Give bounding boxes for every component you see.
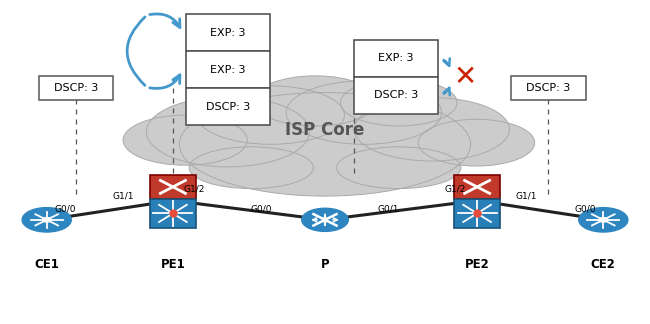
FancyBboxPatch shape bbox=[354, 77, 438, 114]
Text: G0/0: G0/0 bbox=[574, 204, 595, 213]
Text: DSCP: 3: DSCP: 3 bbox=[54, 83, 98, 93]
Text: PE2: PE2 bbox=[465, 258, 489, 272]
Text: G0/1: G0/1 bbox=[378, 204, 400, 213]
Ellipse shape bbox=[253, 76, 378, 126]
Ellipse shape bbox=[179, 93, 471, 196]
Circle shape bbox=[42, 218, 51, 222]
Ellipse shape bbox=[418, 119, 535, 166]
Text: CE1: CE1 bbox=[34, 258, 59, 272]
FancyBboxPatch shape bbox=[38, 76, 113, 100]
Text: EXP: 3: EXP: 3 bbox=[210, 65, 246, 75]
FancyBboxPatch shape bbox=[186, 14, 270, 51]
Ellipse shape bbox=[197, 86, 344, 144]
FancyBboxPatch shape bbox=[186, 51, 270, 88]
Text: PE1: PE1 bbox=[161, 258, 185, 272]
FancyBboxPatch shape bbox=[150, 199, 196, 228]
Text: DSCP: 3: DSCP: 3 bbox=[206, 102, 250, 111]
Text: ISP Core: ISP Core bbox=[285, 121, 365, 139]
FancyBboxPatch shape bbox=[150, 175, 196, 199]
Circle shape bbox=[578, 208, 628, 232]
Text: EXP: 3: EXP: 3 bbox=[210, 28, 246, 38]
Text: G1/1: G1/1 bbox=[112, 191, 134, 200]
Text: ✕: ✕ bbox=[454, 63, 477, 91]
Text: G1/2: G1/2 bbox=[184, 185, 205, 194]
Ellipse shape bbox=[354, 98, 510, 161]
Text: EXP: 3: EXP: 3 bbox=[378, 53, 414, 64]
Text: CE2: CE2 bbox=[591, 258, 616, 272]
Text: G1/2: G1/2 bbox=[445, 185, 466, 194]
Text: G0/0: G0/0 bbox=[250, 204, 272, 213]
Ellipse shape bbox=[337, 147, 461, 189]
Ellipse shape bbox=[286, 81, 441, 144]
FancyBboxPatch shape bbox=[186, 88, 270, 125]
Ellipse shape bbox=[146, 97, 309, 167]
Ellipse shape bbox=[123, 115, 248, 165]
Ellipse shape bbox=[341, 79, 457, 126]
Text: G0/0: G0/0 bbox=[55, 204, 76, 213]
Text: DSCP: 3: DSCP: 3 bbox=[526, 83, 571, 93]
Ellipse shape bbox=[189, 147, 313, 189]
Text: P: P bbox=[320, 258, 330, 272]
Text: G1/1: G1/1 bbox=[516, 191, 538, 200]
FancyBboxPatch shape bbox=[511, 76, 586, 100]
FancyBboxPatch shape bbox=[454, 199, 500, 228]
FancyBboxPatch shape bbox=[354, 40, 438, 77]
Circle shape bbox=[22, 208, 72, 232]
Text: DSCP: 3: DSCP: 3 bbox=[374, 90, 419, 100]
Circle shape bbox=[302, 208, 348, 231]
FancyBboxPatch shape bbox=[454, 175, 500, 199]
Circle shape bbox=[599, 218, 608, 222]
